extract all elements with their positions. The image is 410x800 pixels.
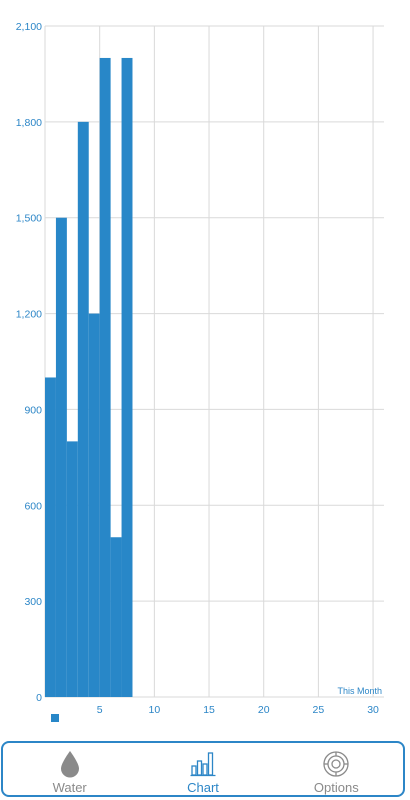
x-tick-label: 5 bbox=[97, 704, 103, 716]
y-tick-label: 600 bbox=[24, 500, 42, 512]
x-tick-label: 25 bbox=[313, 704, 325, 716]
gear-icon bbox=[321, 749, 351, 778]
water-chart: 0 300 600 900 1,200 1,500 1,800 2,100 5 10 15 20 25… bbox=[16, 21, 384, 716]
nav-options-label: Options bbox=[313, 780, 359, 795]
chart-bar bbox=[110, 537, 122, 697]
y-tick-label: 1,200 bbox=[16, 309, 42, 321]
y-tick-label: 2,100 bbox=[16, 21, 42, 33]
y-tick-label: 0 bbox=[36, 692, 42, 704]
nav-options[interactable]: Options bbox=[270, 743, 403, 795]
chart-bar bbox=[77, 121, 89, 698]
bottom-navigation: Water Chart Options bbox=[1, 741, 405, 797]
chart-bar bbox=[45, 377, 56, 697]
bar-chart-icon bbox=[188, 749, 218, 778]
y-tick-label: 900 bbox=[24, 404, 42, 416]
chart-bar bbox=[66, 441, 78, 697]
y-tick-label: 300 bbox=[24, 596, 42, 608]
nav-water-label: Water bbox=[52, 780, 87, 795]
nav-chart-label: Chart bbox=[187, 780, 219, 795]
nav-chart[interactable]: Chart bbox=[136, 743, 269, 795]
chart-bar bbox=[121, 57, 133, 697]
x-axis-labels: 5 10 15 20 25 30 bbox=[97, 704, 379, 716]
chart-bar bbox=[88, 313, 100, 697]
legend-swatch bbox=[51, 714, 59, 722]
nav-water[interactable]: Water bbox=[3, 743, 136, 795]
x-tick-label: 20 bbox=[258, 704, 270, 716]
chart-bar bbox=[55, 217, 67, 697]
y-tick-label: 1,800 bbox=[16, 117, 42, 129]
x-tick-label: 30 bbox=[367, 704, 379, 716]
x-tick-label: 15 bbox=[203, 704, 215, 716]
y-tick-label: 1,500 bbox=[16, 213, 42, 225]
water-drop-icon bbox=[55, 749, 85, 778]
y-axis-labels: 0 300 600 900 1,200 1,500 1,800 2,100 bbox=[16, 21, 42, 704]
chart-bars bbox=[45, 57, 133, 698]
x-tick-label: 10 bbox=[149, 704, 161, 716]
chart-description: This Month bbox=[337, 686, 382, 696]
chart-bar bbox=[99, 57, 111, 697]
